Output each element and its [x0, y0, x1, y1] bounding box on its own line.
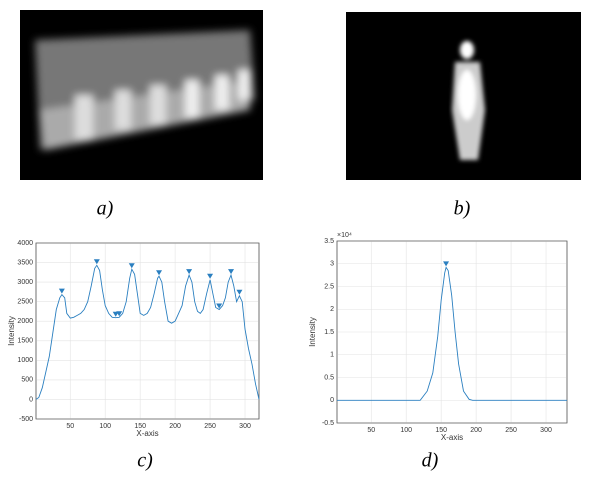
- caption: a): [97, 198, 114, 220]
- plot-frame: [35, 242, 260, 420]
- y-tick-label: 3: [330, 261, 334, 268]
- y-exponent: ×10⁴: [337, 232, 352, 239]
- y-tick-label: 0.5: [324, 374, 334, 381]
- y-tick-label: 2500: [17, 299, 33, 306]
- x-tick-label: 200: [470, 427, 482, 434]
- y-tick-label: 2000: [17, 318, 33, 325]
- y-tick-label: 1000: [17, 357, 33, 364]
- caption: b): [454, 198, 471, 220]
- caption: c): [137, 450, 153, 472]
- caption: d): [422, 450, 439, 472]
- data-line: [35, 264, 260, 400]
- x-tick-label: 200: [169, 423, 181, 430]
- peak-marker: [216, 303, 223, 309]
- photo-a: [20, 10, 263, 180]
- y-tick-label: 3.5: [324, 238, 334, 245]
- y-axis-label: Intensity: [308, 317, 317, 347]
- y-tick-label: 2: [330, 306, 334, 313]
- x-tick-label: 300: [540, 427, 552, 434]
- x-tick-label: 150: [435, 427, 447, 434]
- peak-marker: [186, 269, 193, 275]
- x-tick-label: 250: [505, 427, 517, 434]
- y-tick-label: 1500: [17, 338, 33, 345]
- plot-frame: [336, 240, 568, 424]
- data-line: [337, 266, 567, 401]
- y-tick-label: 2.5: [324, 283, 334, 290]
- peak-marker: [128, 263, 135, 269]
- y-tick-label: 0: [330, 397, 334, 404]
- x-axis-label: X-axis: [441, 433, 463, 442]
- peak-marker: [443, 261, 450, 267]
- x-tick-label: 300: [239, 423, 251, 430]
- x-tick-label: 100: [99, 423, 111, 430]
- y-tick-label: -0.5: [322, 420, 334, 427]
- y-tick-label: 0: [29, 396, 33, 403]
- photo-b: [346, 12, 581, 180]
- y-axis-label: Intensity: [7, 316, 16, 346]
- y-tick-label: -500: [19, 416, 33, 423]
- x-tick-label: 250: [204, 423, 216, 430]
- y-tick-label: 500: [21, 377, 33, 384]
- x-tick-label: 50: [66, 423, 74, 430]
- x-axis-label: X-axis: [136, 429, 158, 438]
- x-tick-label: 100: [400, 427, 412, 434]
- x-tick-label: 50: [367, 427, 375, 434]
- y-tick-label: 4000: [17, 240, 33, 247]
- peak-marker: [93, 259, 100, 265]
- x-tick-label: 150: [134, 423, 146, 430]
- peak-marker: [116, 311, 123, 317]
- plot-area: [35, 242, 260, 420]
- peak-marker: [207, 273, 214, 279]
- peak-marker: [156, 270, 163, 276]
- y-tick-label: 1.5: [324, 329, 334, 336]
- peak-marker: [236, 289, 243, 295]
- y-tick-label: 3000: [17, 279, 33, 286]
- y-tick-label: 3500: [17, 259, 33, 266]
- peak-marker: [58, 288, 65, 294]
- peak-marker: [228, 269, 235, 275]
- y-tick-label: 1: [330, 352, 334, 359]
